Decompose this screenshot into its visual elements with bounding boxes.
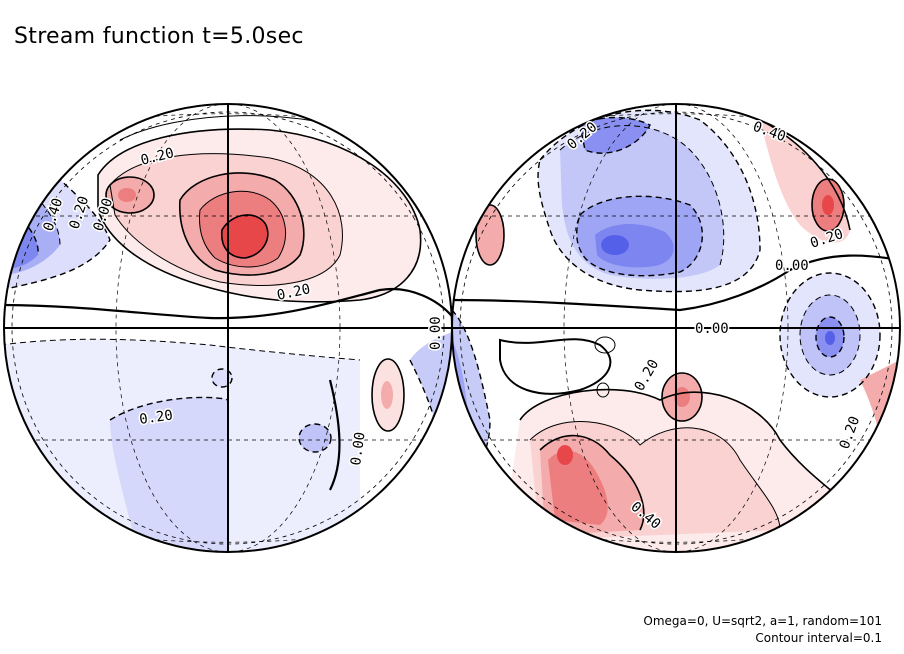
contour-label: 0.20 [138, 407, 174, 428]
contour-label: 0.00 [775, 258, 809, 274]
chart-title: Stream function t=5.0sec [14, 24, 304, 49]
contour-label: 0.00 [428, 316, 444, 350]
contour-label: 0.00 [695, 321, 729, 337]
contour-interval-annotation: Contour interval=0.1 [755, 631, 882, 645]
parameters-annotation: Omega=0, U=sqrt2, a=1, random=101 [643, 614, 882, 628]
left-hemisphere [3, 103, 453, 553]
contour-label: 0.00 [348, 431, 369, 467]
right-hemisphere [451, 103, 901, 553]
left-negative-region-sw [110, 397, 228, 552]
